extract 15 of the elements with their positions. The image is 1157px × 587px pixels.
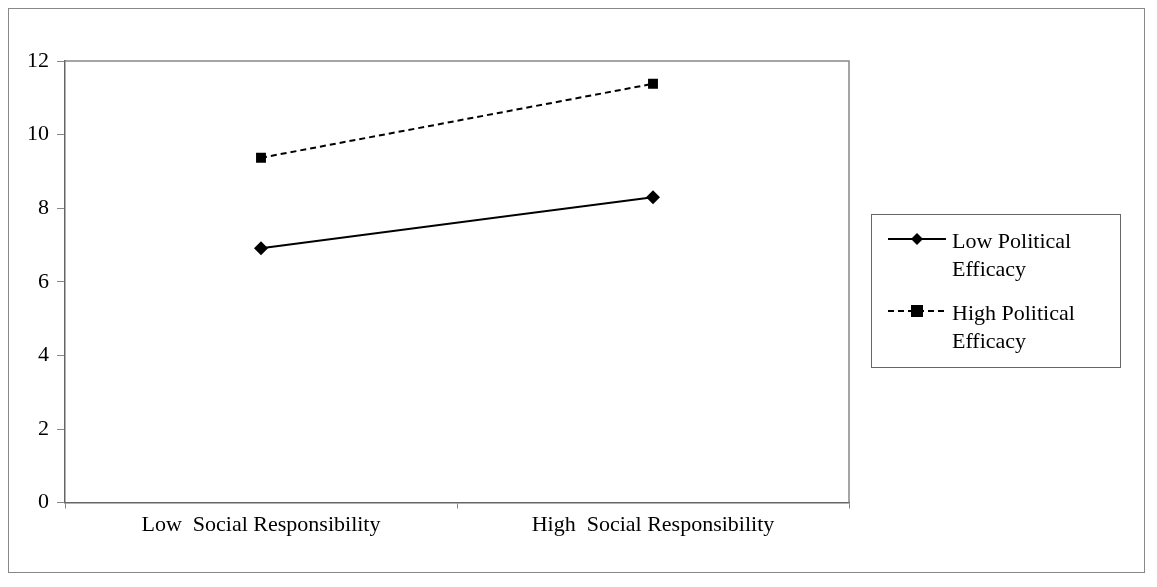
y-tick-label: 10 [27,119,49,145]
x-tick-label: Low Social Responsibility [141,510,381,536]
point [646,189,660,204]
y-tick-label: 8 [38,193,49,219]
y-tick-label: 4 [38,340,49,366]
legend-label: Low Political Efficacy [952,226,1073,283]
y-tick-label: 6 [38,267,49,293]
point [254,240,268,255]
y-tick-label: 2 [38,414,49,440]
y-tick-label: 12 [27,46,49,72]
y-tick-label: 0 [38,487,49,513]
legend-label: High Political Efficacy [952,298,1076,355]
point [256,152,266,163]
point [648,78,658,89]
x-tick-label: High Social Responsibility [531,510,775,536]
